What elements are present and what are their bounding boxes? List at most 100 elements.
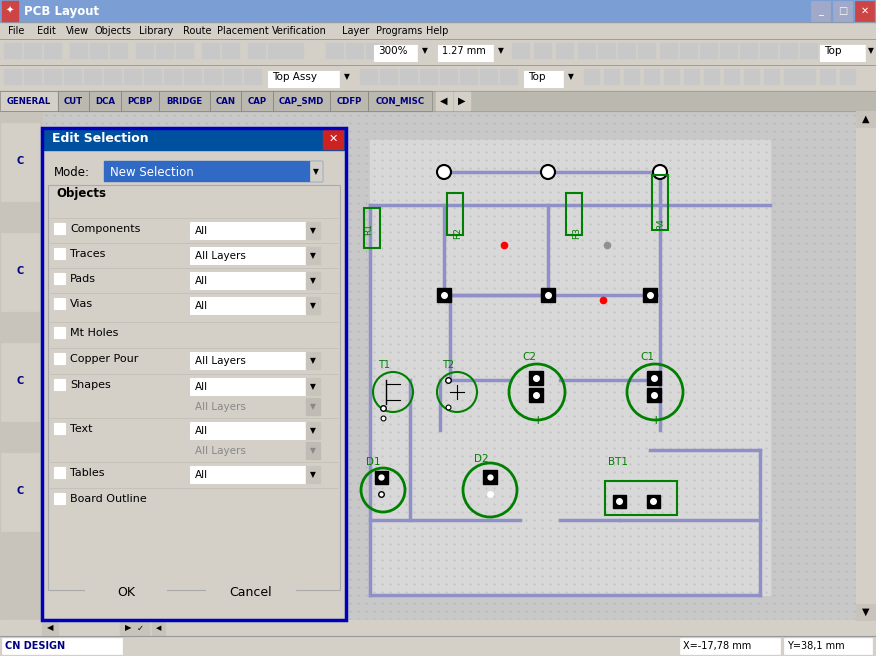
Text: ▼: ▼ xyxy=(310,426,316,436)
Bar xyxy=(286,43,304,59)
Bar xyxy=(89,91,121,111)
Text: R1: R1 xyxy=(364,223,373,235)
Bar xyxy=(0,22,876,39)
Text: ▲: ▲ xyxy=(862,114,870,124)
Text: Programs: Programs xyxy=(377,26,422,35)
Bar xyxy=(624,69,640,85)
Bar xyxy=(44,128,344,150)
Bar xyxy=(54,327,65,338)
Text: All: All xyxy=(195,470,208,480)
Text: DCA: DCA xyxy=(95,96,115,106)
Text: BRIDGE: BRIDGE xyxy=(166,96,202,106)
Bar xyxy=(604,69,620,85)
Text: Objects: Objects xyxy=(95,26,131,35)
Text: Traces: Traces xyxy=(70,249,105,259)
Bar xyxy=(680,638,780,654)
Text: C: C xyxy=(17,376,24,386)
Text: ▼: ▼ xyxy=(310,356,316,365)
Text: C2: C2 xyxy=(522,352,536,362)
Circle shape xyxy=(437,165,451,179)
Bar xyxy=(4,69,22,85)
Bar xyxy=(120,620,136,636)
Text: +: + xyxy=(651,414,661,427)
Bar xyxy=(480,69,498,85)
Bar xyxy=(0,111,42,620)
Text: ▼: ▼ xyxy=(498,47,504,56)
Text: CN DESIGN: CN DESIGN xyxy=(5,641,65,651)
Bar xyxy=(306,297,320,314)
Text: Objects: Objects xyxy=(56,186,106,199)
Text: ▼: ▼ xyxy=(310,403,316,411)
Text: ▼: ▼ xyxy=(310,382,316,392)
Text: ◀: ◀ xyxy=(441,96,448,106)
Text: All: All xyxy=(195,426,208,436)
Bar xyxy=(222,43,240,59)
Text: PCBP: PCBP xyxy=(127,96,152,106)
Bar xyxy=(124,69,142,85)
Text: ✕: ✕ xyxy=(860,6,869,16)
Text: ✓: ✓ xyxy=(137,623,144,632)
Bar xyxy=(364,208,380,248)
Text: Verification: Verification xyxy=(272,26,327,35)
Bar xyxy=(176,43,194,59)
Bar xyxy=(578,43,596,59)
Text: Copper Pour: Copper Pour xyxy=(70,354,138,364)
Bar xyxy=(483,470,497,484)
Bar xyxy=(54,423,65,434)
Bar xyxy=(605,481,677,515)
Bar xyxy=(330,91,368,111)
Circle shape xyxy=(653,165,667,179)
Bar xyxy=(1,233,39,311)
Bar xyxy=(54,248,65,259)
Text: □: □ xyxy=(837,6,847,16)
Bar xyxy=(684,69,700,85)
Text: All Layers: All Layers xyxy=(195,251,246,261)
Bar xyxy=(268,43,286,59)
Text: ▼: ▼ xyxy=(868,47,874,56)
Text: ◀: ◀ xyxy=(156,625,162,631)
Text: All Layers: All Layers xyxy=(195,402,246,412)
Text: Edit Selection: Edit Selection xyxy=(52,133,149,146)
Bar xyxy=(494,45,508,61)
Bar xyxy=(704,69,720,85)
Text: GENERAL: GENERAL xyxy=(7,96,51,106)
Bar xyxy=(584,69,600,85)
Bar xyxy=(190,398,320,415)
Bar xyxy=(1,453,39,531)
Bar xyxy=(190,352,320,369)
Bar xyxy=(564,71,578,87)
Text: BT1: BT1 xyxy=(608,457,628,467)
Bar xyxy=(121,91,159,111)
Bar xyxy=(156,43,174,59)
Bar xyxy=(460,69,478,85)
Text: C: C xyxy=(17,266,24,276)
Text: _: _ xyxy=(818,6,823,16)
Text: R4: R4 xyxy=(656,218,665,230)
Bar xyxy=(720,43,738,59)
Text: Help: Help xyxy=(426,26,449,35)
Bar xyxy=(121,91,159,111)
Bar xyxy=(89,91,121,111)
Bar xyxy=(811,1,830,21)
Bar xyxy=(323,130,343,149)
Bar xyxy=(136,43,154,59)
Bar xyxy=(209,91,241,111)
Bar xyxy=(647,495,660,508)
Bar xyxy=(500,69,518,85)
Text: T2: T2 xyxy=(442,360,454,370)
Bar xyxy=(241,91,272,111)
Text: CDFP: CDFP xyxy=(336,96,362,106)
Bar xyxy=(64,69,82,85)
Bar xyxy=(566,193,582,235)
Bar xyxy=(42,128,346,620)
Text: ▼: ▼ xyxy=(313,167,319,176)
Text: ▼: ▼ xyxy=(862,607,870,617)
Bar xyxy=(744,69,760,85)
Bar xyxy=(306,398,320,415)
Text: ▼: ▼ xyxy=(310,226,316,236)
Bar xyxy=(152,620,166,636)
Text: Pads: Pads xyxy=(70,274,96,284)
Text: ✕: ✕ xyxy=(328,134,337,144)
Bar xyxy=(1,343,39,421)
Circle shape xyxy=(541,165,555,179)
